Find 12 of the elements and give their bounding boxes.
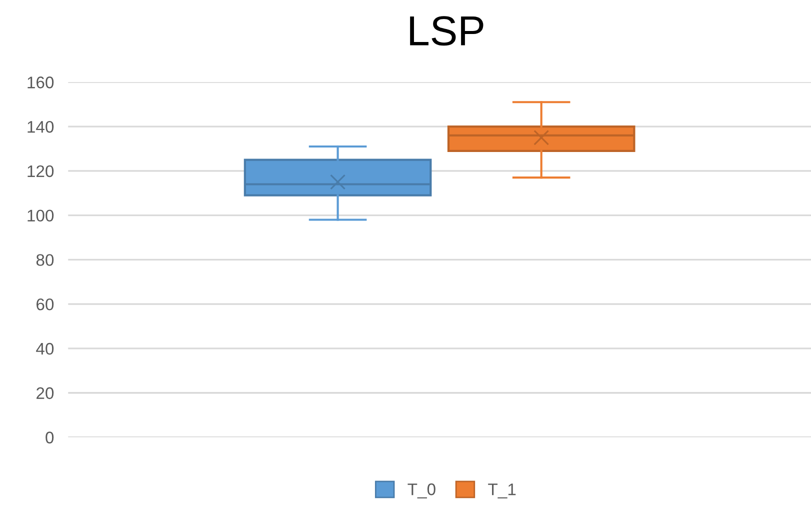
y-tick-label: 160: [28, 76, 54, 88]
y-tick-label: 140: [28, 120, 54, 133]
y-tick-label: 20: [36, 387, 54, 400]
legend-label: T_0: [408, 483, 436, 498]
y-tick-label: 0: [46, 432, 54, 444]
chart-title: LSP: [410, 16, 484, 46]
y-tick-label: 60: [36, 298, 54, 310]
y-tick-label: 100: [28, 210, 54, 222]
y-tick-label: 40: [36, 342, 54, 355]
y-tick-label: 120: [28, 165, 54, 178]
legend-label: T_1: [488, 484, 516, 498]
y-tick-label: 80: [36, 254, 54, 266]
